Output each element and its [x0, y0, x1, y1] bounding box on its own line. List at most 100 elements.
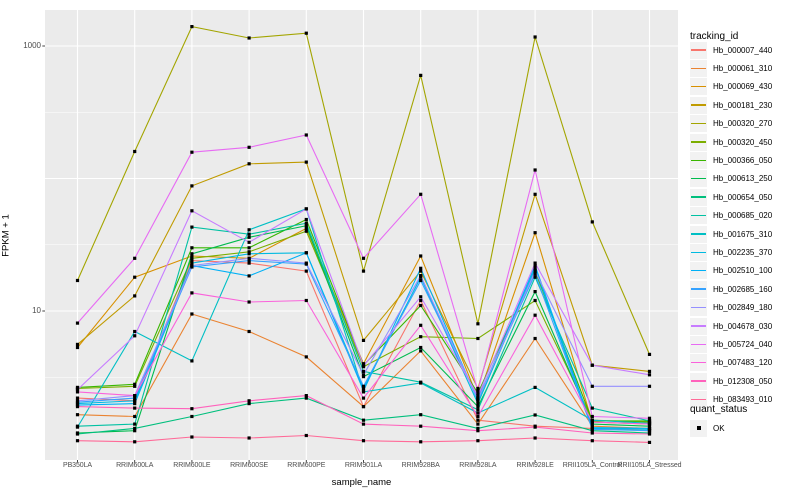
data-point	[476, 426, 480, 430]
x-tick-label-RRIM928LA: RRIM928LA	[459, 462, 497, 469]
data-point	[247, 329, 251, 334]
data-point	[533, 385, 537, 389]
data-point	[304, 207, 308, 211]
data-point	[533, 269, 537, 273]
data-point	[419, 323, 423, 327]
legend: tracking_id Hb_000007_440 Hb_000061_310 Hb…	[688, 0, 800, 500]
data-point	[190, 359, 194, 363]
data-point	[190, 246, 194, 250]
data-point	[190, 184, 194, 188]
data-point	[533, 436, 537, 440]
legend-label-Hb_000181_230: Hb_000181_230	[713, 100, 773, 110]
legend-label-Hb_000007_440: Hb_000007_440	[713, 45, 773, 55]
legend-key-Hb_002510_100	[690, 262, 707, 280]
legend-key-Hb_012308_050	[690, 372, 707, 390]
legend-key-Hb_083493_010	[690, 391, 707, 409]
data-point	[647, 419, 652, 423]
legend-key-Hb_002849_180	[690, 299, 707, 317]
data-point	[133, 414, 137, 419]
data-point	[247, 246, 251, 250]
legend-label-Hb_002235_370: Hb_002235_370	[713, 247, 773, 257]
data-point	[533, 298, 537, 303]
data-point	[133, 396, 137, 400]
data-point	[247, 261, 251, 265]
data-point	[133, 334, 137, 338]
data-point	[247, 399, 251, 403]
data-point	[133, 440, 137, 444]
data-point	[304, 31, 308, 35]
data-point	[590, 384, 594, 388]
data-point	[533, 272, 537, 276]
data-point	[190, 225, 194, 229]
data-point	[476, 418, 480, 422]
quant-status-title: quant_status	[690, 404, 748, 415]
legend-key-Hb_000685_020	[690, 207, 707, 225]
legend-line-swatch-icon	[691, 362, 706, 364]
data-point	[75, 342, 80, 346]
data-point	[133, 426, 137, 430]
data-point	[304, 355, 308, 359]
legend-line-swatch-icon	[691, 380, 706, 382]
data-point	[247, 274, 251, 278]
data-point	[133, 149, 137, 154]
data-point	[533, 168, 537, 172]
x-tick-label-RRIM928LE: RRIM928LE	[516, 462, 554, 469]
data-point	[190, 209, 194, 213]
data-point	[133, 422, 137, 426]
data-point	[476, 429, 480, 433]
legend-key-Hb_000654_050	[690, 188, 707, 206]
data-point	[590, 418, 594, 422]
legend-key-Hb_000320_270	[690, 115, 707, 133]
data-point	[304, 261, 308, 265]
data-point	[190, 259, 194, 263]
data-point	[419, 274, 423, 278]
data-point	[190, 25, 194, 29]
data-point	[533, 231, 537, 235]
data-point	[75, 432, 80, 436]
data-point	[75, 425, 80, 429]
data-point	[533, 35, 537, 39]
legend-line-swatch-icon	[691, 288, 706, 290]
data-point	[75, 396, 80, 400]
data-point	[419, 278, 423, 283]
data-point	[476, 411, 480, 415]
data-point	[590, 363, 594, 367]
data-point	[75, 385, 80, 389]
data-point	[533, 290, 537, 294]
data-point	[133, 382, 137, 386]
data-point	[304, 433, 308, 438]
data-point	[304, 396, 308, 400]
data-point	[647, 416, 652, 420]
data-point	[133, 384, 137, 388]
data-point	[419, 349, 423, 353]
legend-label-Hb_002685_160: Hb_002685_160	[713, 284, 773, 294]
legend-label-Hb_007483_120: Hb_007483_120	[713, 358, 773, 368]
legend-line-swatch-icon	[691, 214, 706, 217]
legend-line-swatch-icon	[691, 159, 706, 162]
legend-key-Hb_000181_230	[690, 96, 707, 114]
data-point	[75, 390, 80, 394]
x-tick-label-RRIM928BA: RRIM928BA	[401, 462, 440, 469]
data-point	[247, 232, 251, 236]
legend-label-Hb_000685_020: Hb_000685_020	[713, 211, 773, 221]
y-tick-label-10: 10	[32, 306, 41, 315]
data-point	[419, 295, 423, 299]
legend-line-swatch-icon	[691, 306, 706, 309]
legend-label-Hb_002510_100: Hb_002510_100	[713, 266, 773, 276]
data-point	[247, 402, 251, 406]
data-point	[419, 192, 423, 196]
data-point	[133, 329, 137, 334]
data-point	[190, 256, 194, 260]
data-point	[647, 426, 652, 430]
data-point	[647, 369, 652, 373]
data-point	[190, 291, 194, 295]
data-point	[190, 252, 194, 256]
data-point	[361, 256, 366, 260]
data-point	[647, 424, 652, 428]
legend-key-Hb_000320_450	[690, 133, 707, 151]
data-point	[647, 432, 652, 436]
data-point	[419, 413, 423, 417]
x-tick-label-RRII105LA_Control: RRII105LA_Control	[562, 462, 622, 469]
data-point	[361, 386, 366, 391]
data-point	[75, 345, 80, 350]
